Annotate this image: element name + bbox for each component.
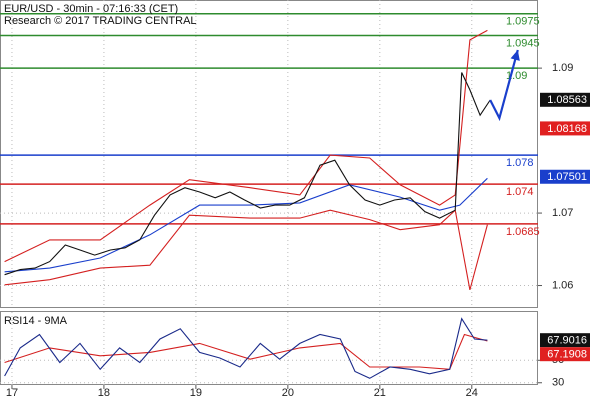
price-box-label: 1.08563 [547,94,587,106]
y-tick-label: 1.07 [552,207,573,219]
price-box [540,347,590,362]
price-box-label: 67.1908 [547,349,587,361]
chart-title: RSI14 - 9MA [4,315,68,327]
level-label: 1.0685 [506,226,540,238]
x-tick-label: 24 [466,387,478,399]
price-panel [0,0,538,308]
level-label: 1.074 [506,186,534,198]
level-label: 1.0945 [506,37,540,49]
price-box-label: 1.07501 [547,171,587,183]
price-box [540,169,590,184]
rsi-panel [0,311,538,385]
x-tick-label: 21 [374,387,386,399]
chart-title: EUR/USD - 30min - 07:16:33 (CET) [4,3,178,15]
level-label: 1.0975 [506,16,540,28]
series-line [4,209,488,291]
price-box [540,121,590,136]
series-line [4,72,491,276]
x-tick-label: 17 [6,387,18,399]
level-label: 1.078 [506,157,534,169]
price-box-label: 67.9016 [547,335,587,347]
y-tick-label: 1.06 [552,279,573,291]
chart-subtitle: Research © 2017 TRADING CENTRAL [4,15,197,27]
x-tick-label: 19 [190,387,202,399]
series-line [4,317,488,379]
series-line [4,177,488,273]
price-box-label: 1.08168 [547,123,587,135]
arrow-head [510,50,520,61]
price-box [540,92,590,107]
y-tick-label: 1.09 [552,62,573,74]
series-line [489,49,519,122]
price-box [540,333,590,348]
y-tick-label: 30 [552,377,564,389]
x-tick-label: 20 [282,387,294,399]
x-tick-label: 18 [98,387,110,399]
